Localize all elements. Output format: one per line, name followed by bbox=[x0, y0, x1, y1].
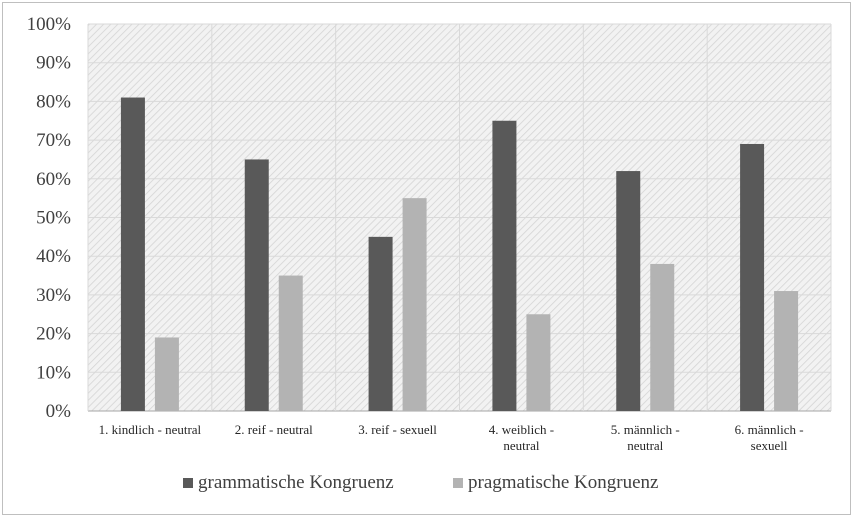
y-tick-label: 60% bbox=[36, 169, 71, 190]
y-tick-label: 0% bbox=[46, 401, 72, 422]
legend-label: pragmatische Kongruenz bbox=[468, 472, 658, 493]
y-tick-label: 20% bbox=[36, 324, 71, 345]
x-category-label: 3. reif - sexuell bbox=[358, 422, 437, 437]
bar-grammatische-2 bbox=[244, 159, 269, 411]
bar-pragmatische-6 bbox=[774, 291, 799, 411]
legend-swatch bbox=[453, 478, 463, 488]
gridlines bbox=[87, 23, 832, 412]
y-tick-label: 100% bbox=[27, 14, 72, 35]
x-category-label: 2. reif - neutral bbox=[235, 422, 313, 437]
x-axis-category-labels: 1. kindlich - neutral 2. reif - neutral 3.… bbox=[99, 422, 804, 453]
bar-grammatische-5 bbox=[616, 171, 641, 411]
legend: grammatische Kongruenz pragmatische Kongr… bbox=[183, 472, 658, 493]
y-tick-label: 40% bbox=[36, 246, 71, 267]
y-tick-label: 90% bbox=[36, 53, 71, 74]
bar-grammatische-4 bbox=[492, 120, 517, 411]
bar-grammatische-6 bbox=[740, 143, 765, 411]
legend-swatch bbox=[183, 478, 193, 488]
bar-pragmatische-1 bbox=[154, 337, 179, 411]
y-tick-label: 10% bbox=[36, 362, 71, 383]
x-category-label: 6. männlich -sexuell bbox=[735, 422, 804, 453]
y-tick-label: 30% bbox=[36, 285, 71, 306]
y-tick-label: 80% bbox=[36, 91, 71, 112]
y-tick-label: 70% bbox=[36, 130, 71, 151]
x-category-label: 5. männlich -neutral bbox=[611, 422, 680, 453]
bars bbox=[120, 97, 799, 411]
bar-pragmatische-5 bbox=[650, 263, 675, 411]
legend-label: grammatische Kongruenz bbox=[198, 472, 394, 493]
bar-pragmatische-4 bbox=[526, 314, 551, 411]
bar-pragmatische-3 bbox=[402, 198, 427, 411]
y-axis-tick-labels: 0% 10% 20% 30% 40% 50% 60% 70% 80% 90% 100% bbox=[27, 14, 72, 422]
bar-pragmatische-2 bbox=[278, 275, 303, 411]
bar-grammatische-1 bbox=[120, 97, 145, 411]
x-category-label: 4. weiblich -neutral bbox=[489, 422, 554, 453]
bar-grammatische-3 bbox=[368, 236, 393, 411]
x-category-label: 1. kindlich - neutral bbox=[99, 422, 202, 437]
y-tick-label: 50% bbox=[36, 208, 71, 229]
